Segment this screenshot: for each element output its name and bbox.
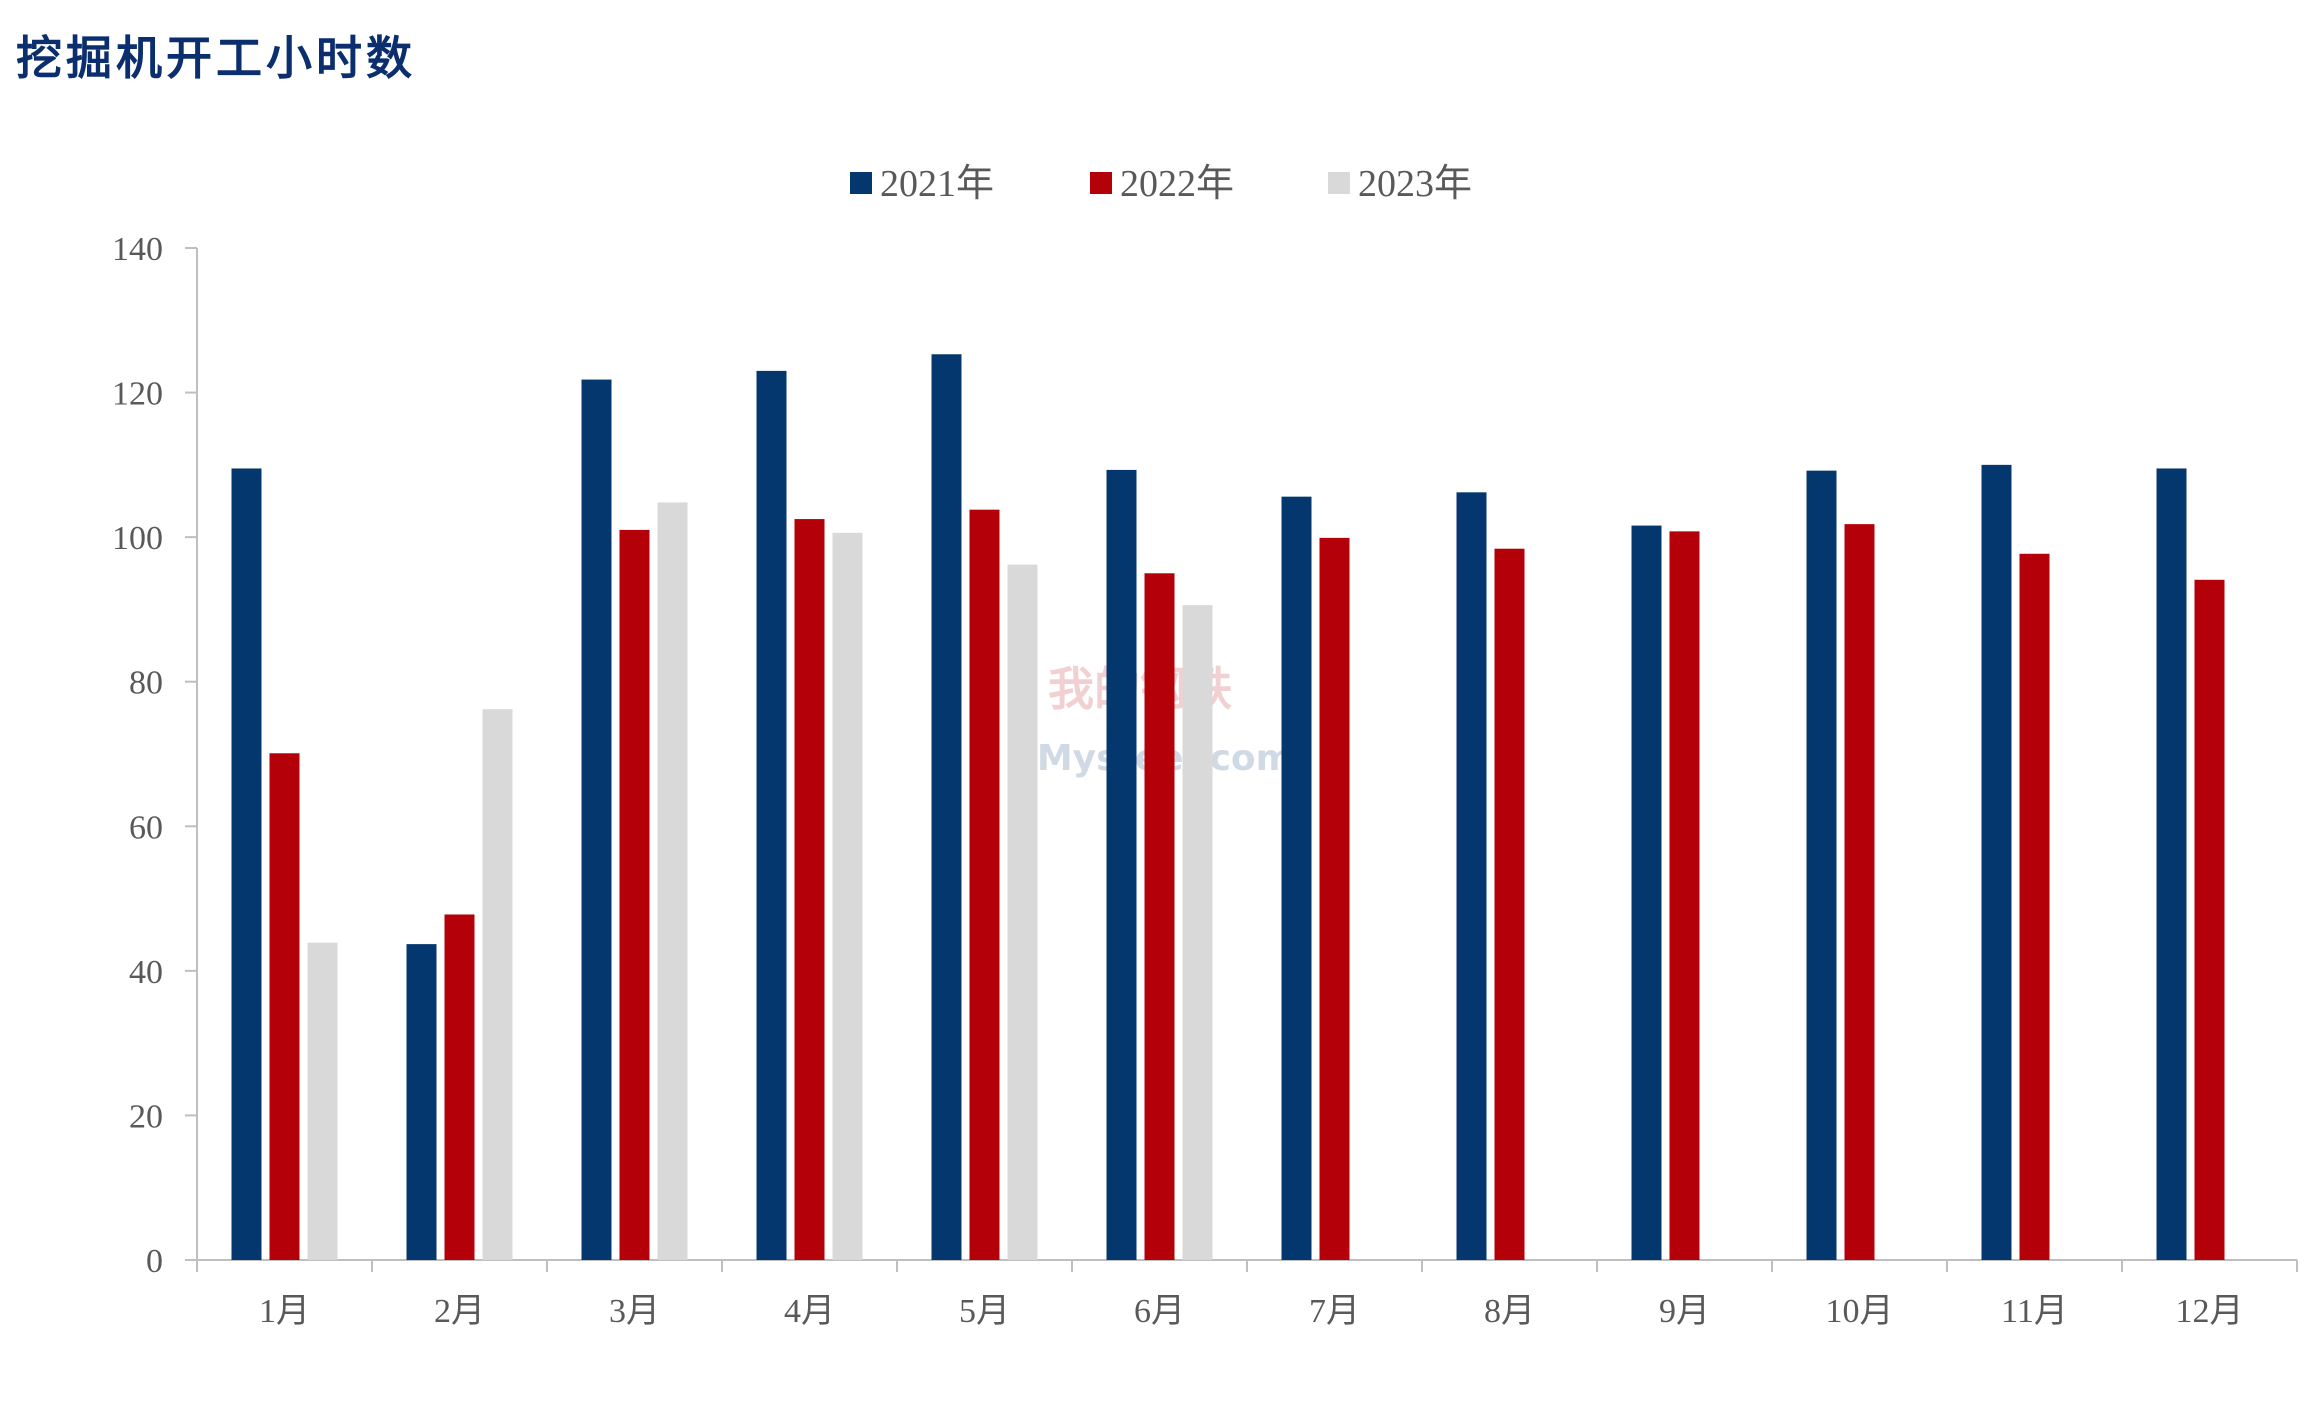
bar-2022年-9月 bbox=[1669, 531, 1700, 1260]
x-axis: 1月 2月 3月 4月 5月 6月 7月 8月 9月 10月 11月 12月 bbox=[196, 1259, 2298, 1330]
y-axis: 0 20 40 60 80 100 120 140 bbox=[112, 231, 198, 1280]
x-tick-label: 1月 bbox=[259, 1293, 310, 1330]
x-tick-label: 11月 bbox=[2001, 1293, 2068, 1330]
y-tick-label: 40 bbox=[129, 954, 163, 991]
bar-2023年-1月 bbox=[307, 942, 338, 1260]
bar-2022年-8月 bbox=[1494, 548, 1525, 1260]
bar-2021年-8月 bbox=[1456, 492, 1487, 1261]
bar-2023年-4月 bbox=[832, 532, 863, 1260]
bar-2021年-9月 bbox=[1631, 525, 1662, 1260]
bar-2021年-1月 bbox=[231, 468, 262, 1260]
legend-label: 2023年 bbox=[1358, 163, 1472, 205]
bar-2021年-10月 bbox=[1806, 470, 1837, 1260]
y-tick-label: 60 bbox=[129, 809, 163, 846]
bar-2021年-12月 bbox=[2156, 468, 2187, 1260]
x-tick-label: 6月 bbox=[1134, 1293, 1185, 1330]
bar-2022年-1月 bbox=[269, 753, 300, 1260]
bar-2023年-5月 bbox=[1007, 564, 1038, 1260]
x-tick-label: 12月 bbox=[2176, 1293, 2244, 1330]
legend-swatch-2021年 bbox=[850, 172, 872, 194]
bar-2021年-6月 bbox=[1106, 469, 1137, 1261]
bar-2021年-11月 bbox=[1981, 464, 2012, 1260]
legend-label: 2021年 bbox=[880, 163, 994, 205]
bar-2022年-7月 bbox=[1319, 537, 1350, 1260]
bar-2022年-4月 bbox=[794, 519, 825, 1260]
legend: 2021年 2022年 2023年 bbox=[850, 163, 1472, 205]
x-tick-label: 5月 bbox=[959, 1293, 1010, 1330]
bar-2022年-5月 bbox=[969, 509, 1000, 1260]
bar-2023年-3月 bbox=[657, 502, 688, 1261]
bar-2022年-12月 bbox=[2194, 579, 2225, 1260]
bar-2022年-2月 bbox=[444, 914, 475, 1260]
legend-swatch-2022年 bbox=[1090, 172, 1112, 194]
x-tick-label: 7月 bbox=[1309, 1293, 1360, 1330]
bar-2021年-4月 bbox=[756, 370, 787, 1260]
bar-2021年-2月 bbox=[406, 944, 437, 1260]
y-tick-label: 140 bbox=[112, 231, 163, 268]
bar-2022年-10月 bbox=[1844, 524, 1875, 1260]
bar-2021年-7月 bbox=[1281, 496, 1312, 1261]
legend-swatch-2023年 bbox=[1328, 172, 1350, 194]
legend-label: 2022年 bbox=[1120, 163, 1234, 205]
x-tick-label: 8月 bbox=[1484, 1293, 1535, 1330]
x-tick-label: 3月 bbox=[609, 1293, 660, 1330]
bar-2023年-6月 bbox=[1182, 605, 1213, 1260]
bar-2022年-3月 bbox=[619, 529, 650, 1260]
x-tick-label: 2月 bbox=[434, 1293, 485, 1330]
y-tick-label: 120 bbox=[112, 376, 163, 413]
chart-title: 挖掘机开工小时数 bbox=[16, 31, 416, 85]
bar-2021年-3月 bbox=[581, 379, 612, 1260]
bars bbox=[231, 354, 2225, 1261]
bar-2021年-5月 bbox=[931, 354, 962, 1260]
y-tick-label: 100 bbox=[112, 520, 163, 557]
bar-2022年-6月 bbox=[1144, 573, 1175, 1260]
bar-2022年-11月 bbox=[2019, 553, 2050, 1260]
y-tick-label: 80 bbox=[129, 665, 163, 702]
bar-2023年-2月 bbox=[482, 709, 513, 1260]
x-tick-label: 4月 bbox=[784, 1293, 835, 1330]
x-tick-label: 10月 bbox=[1826, 1293, 1894, 1330]
x-tick-label: 9月 bbox=[1659, 1293, 1710, 1330]
y-tick-label: 0 bbox=[146, 1243, 163, 1280]
y-tick-label: 20 bbox=[129, 1098, 163, 1135]
